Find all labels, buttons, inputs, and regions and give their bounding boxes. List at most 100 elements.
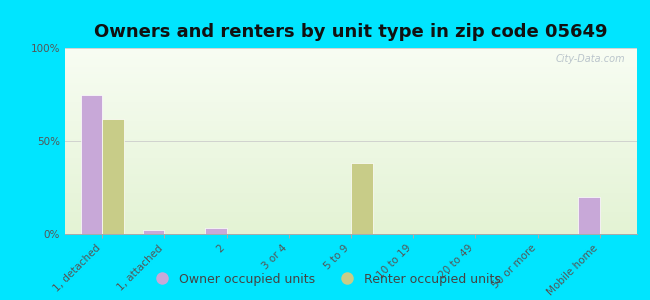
Bar — [65, 119, 637, 121]
Bar — [65, 67, 637, 68]
Bar — [65, 54, 637, 56]
Bar — [65, 96, 637, 98]
Bar — [65, 169, 637, 171]
Bar — [65, 59, 637, 61]
Bar — [65, 110, 637, 111]
Bar — [65, 228, 637, 230]
Bar — [65, 139, 637, 141]
Bar — [65, 148, 637, 150]
Bar — [65, 200, 637, 202]
Bar — [65, 94, 637, 96]
Bar — [65, 154, 637, 156]
Bar — [65, 48, 637, 50]
Bar — [65, 150, 637, 152]
Bar — [65, 193, 637, 195]
Legend: Owner occupied units, Renter occupied units: Owner occupied units, Renter occupied un… — [144, 268, 506, 291]
Bar — [65, 80, 637, 82]
Bar — [65, 135, 637, 137]
Bar — [65, 52, 637, 54]
Bar — [65, 107, 637, 110]
Bar — [65, 141, 637, 143]
Bar — [205, 228, 227, 234]
Text: City-Data.com: City-Data.com — [556, 54, 625, 64]
Bar — [65, 197, 637, 199]
Bar — [65, 115, 637, 117]
Bar — [65, 78, 637, 80]
Bar — [65, 89, 637, 91]
Bar — [65, 87, 637, 89]
Bar — [65, 191, 637, 193]
Bar — [65, 61, 637, 63]
Bar — [65, 134, 637, 135]
Bar — [65, 68, 637, 70]
Bar — [65, 70, 637, 72]
Bar — [65, 113, 637, 115]
Bar — [65, 65, 637, 67]
Bar — [65, 171, 637, 172]
Bar — [65, 147, 637, 148]
Bar — [143, 230, 164, 234]
Bar — [65, 124, 637, 126]
Bar — [65, 160, 637, 161]
Bar — [65, 206, 637, 208]
Bar — [65, 221, 637, 223]
Bar — [65, 121, 637, 122]
Bar — [65, 223, 637, 225]
Bar — [65, 176, 637, 178]
Bar — [65, 172, 637, 175]
Bar — [65, 130, 637, 132]
Bar — [65, 210, 637, 212]
Bar — [65, 137, 637, 139]
Bar — [578, 197, 600, 234]
Bar — [65, 226, 637, 228]
Bar — [65, 143, 637, 145]
Bar — [65, 215, 637, 217]
Bar — [65, 72, 637, 74]
Bar — [65, 152, 637, 154]
Bar — [65, 91, 637, 93]
Bar — [65, 184, 637, 186]
Bar — [65, 126, 637, 128]
Bar — [65, 232, 637, 234]
Bar — [65, 208, 637, 210]
Bar — [65, 102, 637, 104]
Bar — [65, 76, 637, 78]
Bar — [65, 57, 637, 59]
Bar — [65, 163, 637, 165]
Bar — [65, 50, 637, 52]
Bar — [65, 63, 637, 65]
Bar — [65, 82, 637, 83]
Bar — [65, 74, 637, 76]
Bar — [65, 132, 637, 134]
Bar — [65, 202, 637, 204]
Bar — [65, 158, 637, 160]
Bar — [65, 217, 637, 219]
Bar — [351, 163, 372, 234]
Bar — [65, 122, 637, 124]
Bar — [65, 165, 637, 167]
Bar — [65, 167, 637, 169]
Bar — [65, 100, 637, 102]
Bar — [65, 85, 637, 87]
Bar — [65, 56, 637, 57]
Bar — [65, 83, 637, 85]
Bar — [65, 145, 637, 147]
Bar — [65, 225, 637, 226]
Bar — [65, 219, 637, 221]
Bar — [65, 111, 637, 113]
Bar — [65, 161, 637, 163]
Bar — [65, 189, 637, 191]
Bar — [65, 199, 637, 200]
Bar — [65, 188, 637, 189]
Bar — [65, 178, 637, 180]
Bar — [65, 182, 637, 184]
Bar — [65, 117, 637, 119]
Bar — [102, 119, 124, 234]
Bar — [65, 212, 637, 214]
Bar — [65, 156, 637, 158]
Bar — [65, 98, 637, 100]
Bar — [81, 94, 102, 234]
Bar — [65, 204, 637, 206]
Title: Owners and renters by unit type in zip code 05649: Owners and renters by unit type in zip c… — [94, 23, 608, 41]
Bar — [65, 214, 637, 215]
